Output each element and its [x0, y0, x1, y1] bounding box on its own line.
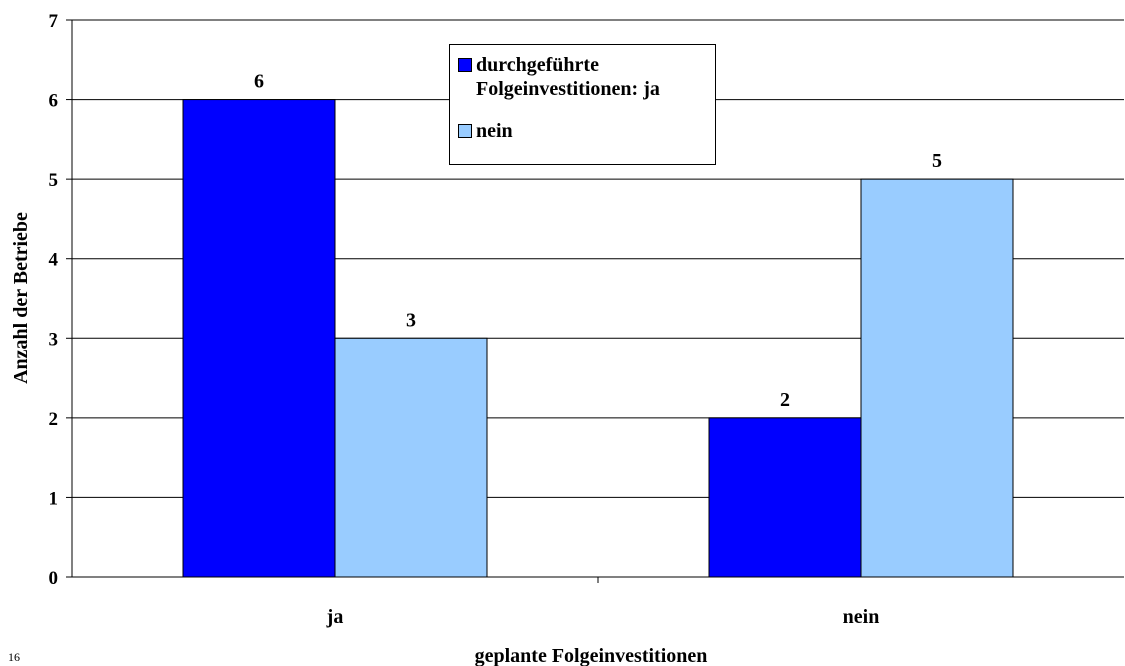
y-tick-label-1: 1	[49, 488, 59, 509]
data-label-ja-series-2: 3	[406, 309, 416, 331]
legend-label-series-1: durchgeführte Folgeinvestitionen: ja	[476, 54, 660, 100]
y-tick-label-7: 7	[49, 11, 59, 32]
data-label-nein-series-2: 5	[932, 150, 942, 172]
legend-label-series-2: nein	[476, 120, 513, 142]
bars	[182, 99, 1014, 578]
legend-swatch-series-2	[458, 124, 472, 138]
data-label-ja-series-1: 6	[254, 71, 264, 93]
x-category-label-nein: nein	[843, 606, 880, 628]
legend-item-series-1: durchgeführte Folgeinvestitionen: ja	[458, 53, 716, 101]
bar-ja-series-1	[182, 99, 336, 578]
legend-item-series-2: nein	[458, 119, 716, 143]
legend-swatch-series-1	[458, 58, 472, 72]
bar-ja-series-2	[334, 337, 488, 578]
bar-nein-series-1	[708, 417, 862, 578]
labels: 0 1 2 3 4 5 6 7 6 3 ja 2 5 nein	[49, 11, 943, 628]
x-category-label-ja: ja	[326, 606, 344, 628]
y-tick-label-6: 6	[49, 91, 59, 112]
y-tick-label-5: 5	[49, 170, 59, 191]
y-tick-label-0: 0	[49, 568, 59, 589]
y-tick-label-2: 2	[49, 409, 59, 430]
axes	[66, 19, 1124, 583]
footnote: 16	[8, 650, 20, 664]
y-axis-title: Anzahl der Betriebe	[10, 212, 32, 384]
y-tick-label-3: 3	[49, 329, 59, 350]
data-label-nein-series-1: 2	[780, 389, 790, 411]
legend: durchgeführte Folgeinvestitionen: ja nei…	[449, 44, 716, 165]
bar-nein-series-2	[860, 178, 1014, 578]
x-axis-title: geplante Folgeinvestitionen	[475, 645, 708, 666]
y-tick-label-4: 4	[49, 250, 59, 271]
